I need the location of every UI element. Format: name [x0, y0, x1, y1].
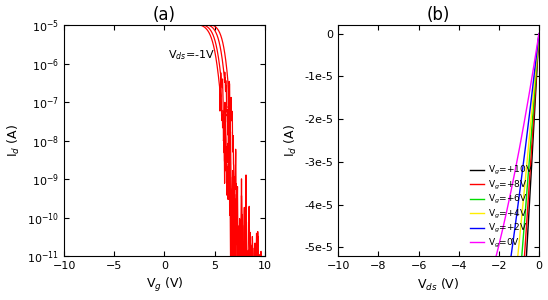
V$_g$=+4V — [535, 32, 542, 35]
Line: V$_g$=+2V: V$_g$=+2V — [338, 34, 539, 300]
Title: (b): (b) — [427, 6, 450, 24]
Title: (a): (a) — [153, 6, 176, 24]
V$_g$=+8V — [535, 32, 542, 35]
V$_g$=+10V — [535, 32, 542, 35]
V$_g$=+6V — [535, 32, 542, 35]
V$_g$=+2V — [535, 32, 542, 35]
V$_g$=0V — [535, 32, 542, 35]
Line: V$_g$=0V: V$_g$=0V — [338, 34, 539, 300]
Line: V$_g$=+8V: V$_g$=+8V — [338, 34, 539, 300]
Y-axis label: I$_d$ (A): I$_d$ (A) — [283, 124, 299, 157]
Line: V$_g$=+6V: V$_g$=+6V — [338, 34, 539, 300]
Line: V$_g$=+10V: V$_g$=+10V — [338, 34, 539, 300]
Text: V$_{ds}$=-1V: V$_{ds}$=-1V — [168, 48, 215, 62]
Y-axis label: I$_d$ (A): I$_d$ (A) — [5, 124, 22, 157]
X-axis label: V$_{ds}$ (V): V$_{ds}$ (V) — [418, 276, 460, 292]
Line: V$_g$=+4V: V$_g$=+4V — [338, 34, 539, 300]
Legend: V$_g$=+10V, V$_g$=+8V, V$_g$=+6V, V$_g$=+4V, V$_g$=+2V, V$_g$=0V: V$_g$=+10V, V$_g$=+8V, V$_g$=+6V, V$_g$=… — [469, 163, 534, 251]
V$_g$=0V — [486, 280, 493, 283]
X-axis label: V$_g$ (V): V$_g$ (V) — [146, 276, 184, 294]
